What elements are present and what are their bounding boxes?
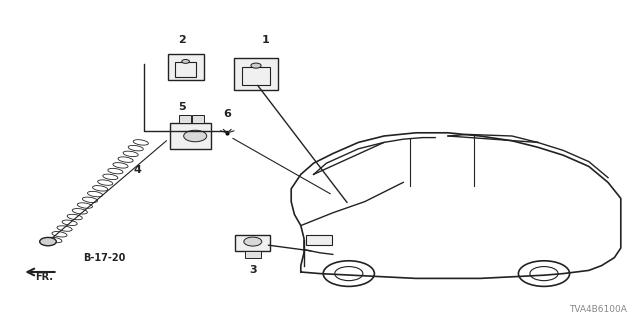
Text: 5: 5 — [179, 102, 186, 112]
Bar — [170, 123, 211, 149]
Text: 3: 3 — [249, 265, 257, 276]
Bar — [306, 235, 332, 245]
Bar — [242, 67, 270, 85]
Bar — [235, 235, 270, 251]
Circle shape — [184, 130, 207, 142]
Bar — [245, 251, 261, 258]
Bar — [168, 54, 204, 80]
Text: 1: 1 — [262, 35, 269, 45]
Circle shape — [182, 60, 189, 63]
Circle shape — [244, 237, 262, 246]
Text: B-17-20: B-17-20 — [83, 252, 125, 263]
Bar — [175, 62, 196, 77]
Circle shape — [40, 237, 56, 246]
Circle shape — [251, 63, 261, 68]
Text: 6: 6 — [223, 108, 231, 119]
Text: 2: 2 — [179, 35, 186, 45]
Text: FR.: FR. — [35, 272, 53, 282]
Text: 4: 4 — [134, 164, 141, 175]
Bar — [179, 115, 191, 123]
Text: TVA4B6100A: TVA4B6100A — [570, 305, 627, 314]
Bar — [192, 115, 204, 123]
Bar — [234, 58, 278, 90]
